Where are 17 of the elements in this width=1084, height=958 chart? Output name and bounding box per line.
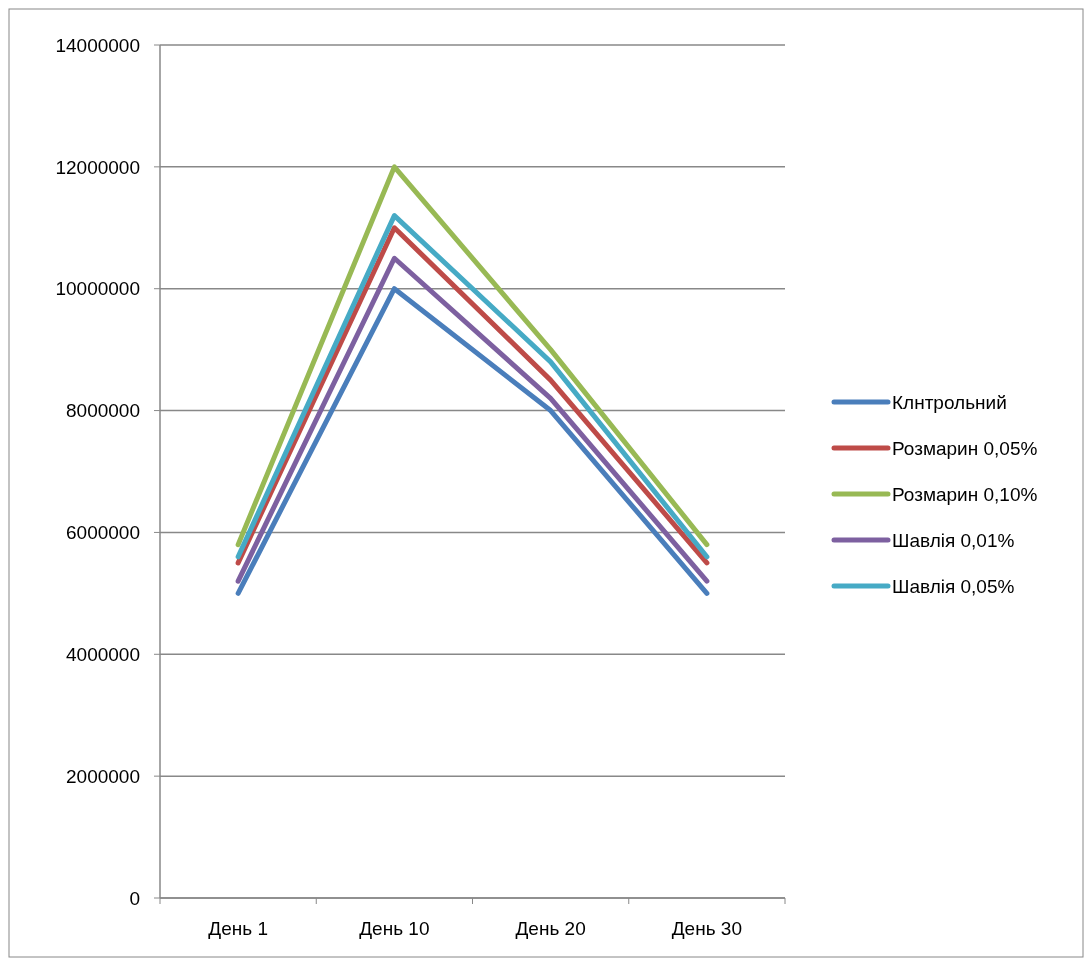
legend-label: Шавлія 0,05% xyxy=(892,575,1015,597)
y-tick-label: 4000000 xyxy=(66,643,140,665)
legend-label: Шавлія 0,01% xyxy=(892,529,1015,551)
y-tick-label: 8000000 xyxy=(66,400,140,422)
y-tick-label: 14000000 xyxy=(55,34,140,56)
legend-label: Розмарин 0,05% xyxy=(892,437,1038,459)
legend-label: Розмарин 0,10% xyxy=(892,483,1038,505)
y-tick-label: 10000000 xyxy=(55,278,140,300)
y-tick-label: 0 xyxy=(129,887,140,909)
y-tick-label: 12000000 xyxy=(55,156,140,178)
y-tick-label: 2000000 xyxy=(66,765,140,787)
legend-label: Клнтрольний xyxy=(892,391,1007,413)
x-tick-label: День 10 xyxy=(359,918,430,939)
y-tick-label: 6000000 xyxy=(66,522,140,544)
x-tick-label: День 1 xyxy=(208,918,268,939)
x-tick-label: День 20 xyxy=(515,918,586,939)
x-tick-label: День 30 xyxy=(671,918,742,939)
